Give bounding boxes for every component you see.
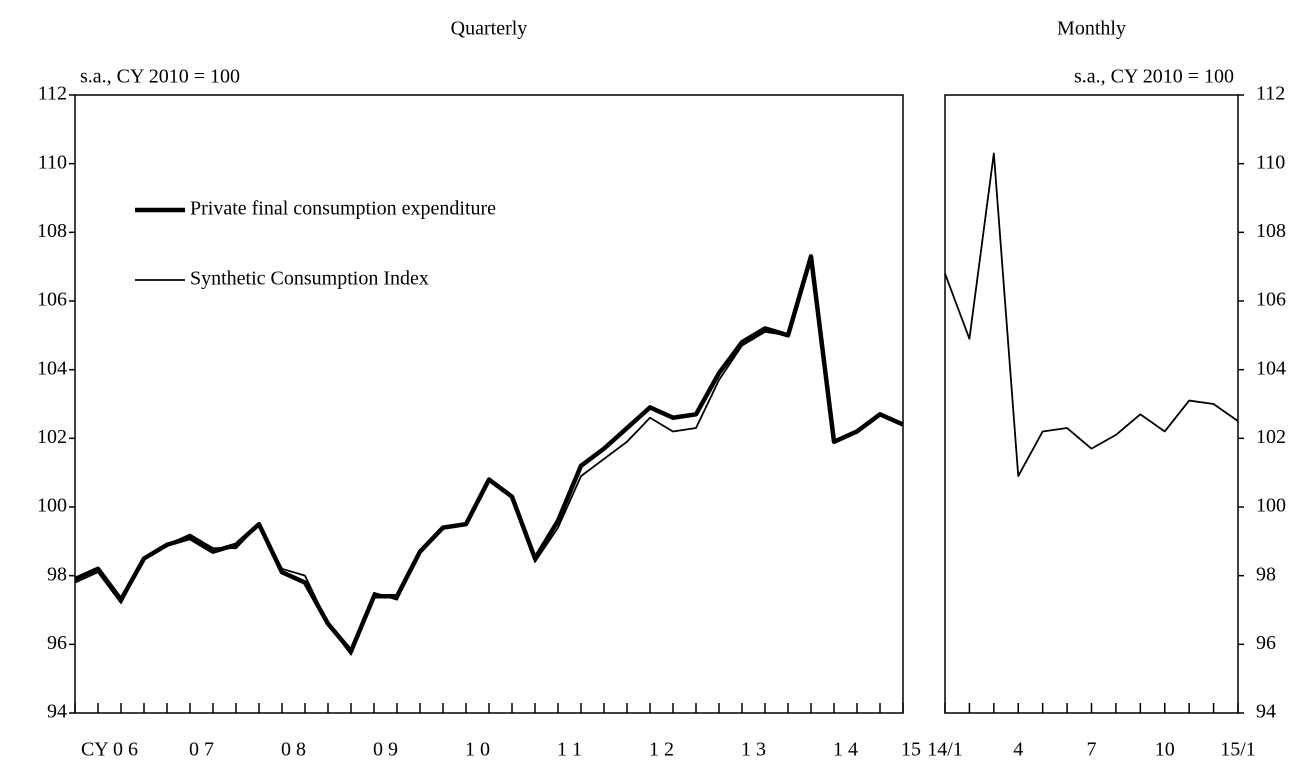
y-tick-label: 110	[1256, 151, 1285, 173]
x-tick-label: 10	[1155, 739, 1175, 761]
y-tick-label: 94	[47, 701, 67, 723]
x-tick-label: 1 0	[465, 739, 490, 761]
y-tick-label: 104	[1256, 357, 1286, 379]
y-tick-label: 96	[1256, 632, 1276, 654]
x-tick-label: 14/1	[927, 739, 963, 761]
y-tick-label: 106	[1256, 289, 1286, 311]
x-tick-label: 4	[1013, 739, 1023, 761]
y-tick-label: 106	[37, 289, 67, 311]
y-tick-label: 96	[47, 632, 67, 654]
x-tick-label: 1 3	[741, 739, 766, 761]
x-tick-label: 0 8	[281, 739, 306, 761]
x-tick-label: 1 1	[557, 739, 582, 761]
x-tick-label: 15/1	[1220, 739, 1256, 761]
x-tick-label: 0 7	[189, 739, 214, 761]
x-tick-label: 0 9	[373, 739, 398, 761]
y-tick-label: 110	[38, 151, 67, 173]
y-tick-label: 108	[37, 220, 67, 242]
x-tick-label: 1 2	[649, 739, 674, 761]
y-tick-label: 98	[47, 563, 67, 585]
plot-area	[74, 94, 904, 714]
series-line	[74, 254, 904, 654]
y-tick-label: 98	[1256, 563, 1276, 585]
x-tick-label: 1 4	[833, 739, 858, 761]
x-tick-label: 7	[1087, 739, 1097, 761]
chart-title: Monthly	[1057, 18, 1126, 40]
y-tick-label: 94	[1256, 701, 1276, 723]
y-tick-label: 100	[1256, 495, 1286, 517]
unit-label: s.a., CY 2010 = 100	[1074, 66, 1234, 88]
series-line	[74, 258, 904, 656]
y-tick-label: 108	[1256, 220, 1286, 242]
x-tick-label: CY 0 6	[81, 739, 138, 761]
y-tick-label: 104	[37, 357, 67, 379]
legend-label: Synthetic Consumption Index	[190, 268, 429, 290]
unit-label: s.a., CY 2010 = 100	[80, 66, 240, 88]
series-line	[944, 152, 1239, 477]
y-tick-label: 102	[1256, 426, 1286, 448]
y-tick-label: 112	[1256, 83, 1285, 105]
y-tick-label: 112	[38, 83, 67, 105]
y-tick-label: 100	[37, 495, 67, 517]
x-tick-label: 15	[901, 739, 921, 761]
y-tick-label: 102	[37, 426, 67, 448]
legend-label: Private final consumption expenditure	[190, 198, 496, 220]
chart-title: Quarterly	[451, 18, 528, 40]
